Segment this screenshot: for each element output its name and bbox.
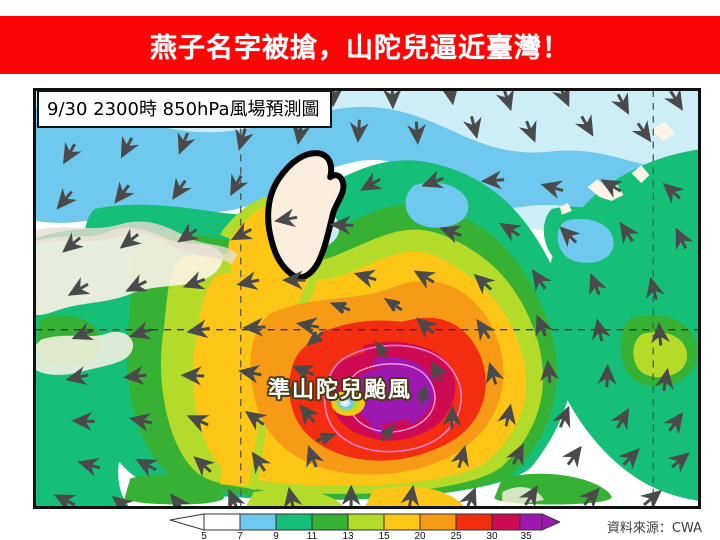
svg-text:9: 9: [273, 531, 279, 540]
colorbar-bands: [169, 513, 560, 531]
svg-text:11: 11: [307, 531, 318, 540]
typhoon-annotation: 準山陀兒颱風: [268, 378, 413, 403]
svg-text:15: 15: [378, 531, 390, 540]
svg-text:5: 5: [201, 531, 207, 540]
headline-text: 燕子名字被搶，山陀兒逼近臺灣！: [150, 32, 570, 64]
svg-text:35: 35: [520, 531, 532, 540]
colorbar-ticklabels: 5 7 9 11 13 15 20 25 30 35: [201, 531, 532, 540]
svg-text:30: 30: [486, 531, 498, 540]
headline-banner: 燕子名字被搶，山陀兒逼近臺灣！: [0, 16, 720, 74]
svg-text:7: 7: [237, 531, 243, 540]
forecast-info-label: 9/30 2300時 850hPa風場預測圖: [37, 90, 332, 128]
wind-speed-colorbar: 5 7 9 11 13 15 20 25 30 35: [168, 512, 560, 540]
source-credit: 資料來源：CWA: [606, 521, 702, 536]
weather-map: [33, 88, 701, 509]
svg-text:13: 13: [342, 531, 354, 540]
svg-text:25: 25: [450, 531, 462, 540]
svg-text:20: 20: [414, 531, 426, 540]
wind-field-plot: [35, 90, 699, 507]
